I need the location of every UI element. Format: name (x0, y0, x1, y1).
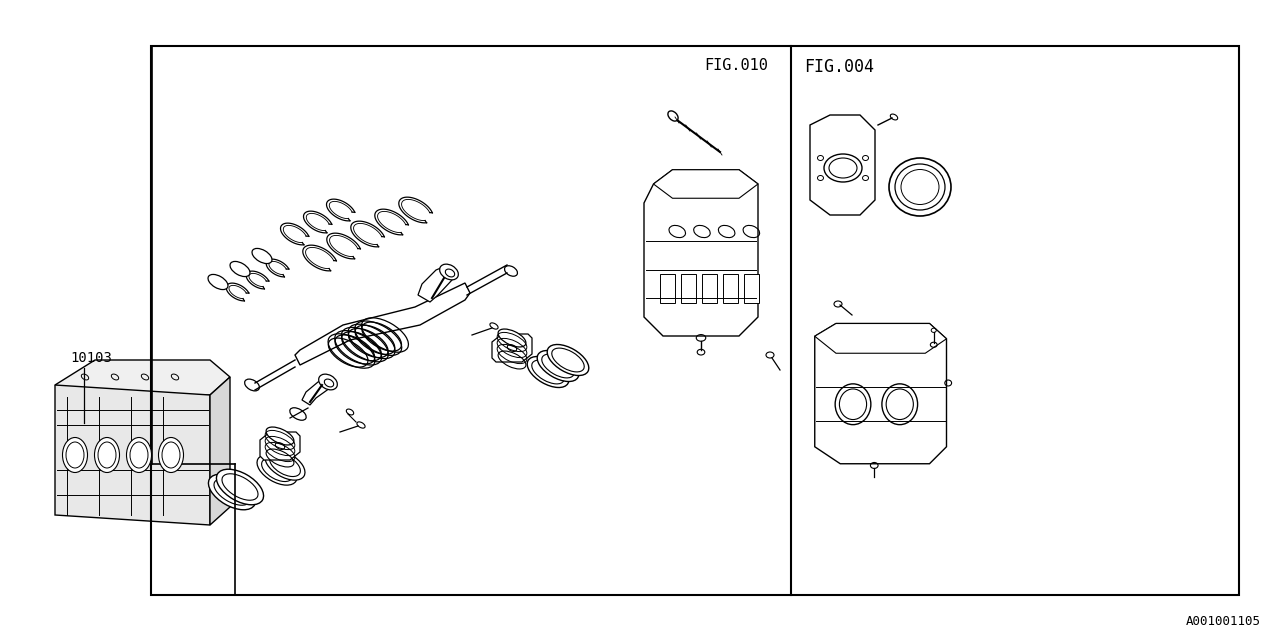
Text: FIG.010: FIG.010 (704, 58, 768, 72)
Ellipse shape (265, 450, 305, 480)
Polygon shape (55, 360, 230, 395)
Ellipse shape (163, 442, 180, 468)
Ellipse shape (216, 469, 264, 505)
Ellipse shape (445, 269, 454, 277)
Ellipse shape (439, 264, 458, 280)
Ellipse shape (270, 454, 301, 477)
Polygon shape (419, 265, 452, 302)
Ellipse shape (99, 442, 116, 468)
Ellipse shape (319, 374, 338, 390)
Ellipse shape (882, 384, 918, 425)
Ellipse shape (127, 438, 151, 472)
Ellipse shape (209, 275, 228, 289)
Ellipse shape (289, 408, 306, 420)
Ellipse shape (324, 379, 334, 387)
Polygon shape (260, 432, 300, 460)
Polygon shape (810, 115, 876, 215)
Ellipse shape (67, 442, 84, 468)
Polygon shape (723, 275, 739, 303)
Ellipse shape (824, 154, 861, 182)
Polygon shape (681, 275, 696, 303)
Polygon shape (815, 323, 946, 464)
Ellipse shape (209, 474, 256, 510)
Ellipse shape (95, 438, 119, 472)
Polygon shape (660, 275, 676, 303)
Polygon shape (302, 378, 330, 405)
Ellipse shape (531, 360, 564, 384)
Ellipse shape (552, 348, 584, 372)
Text: FIG.004: FIG.004 (804, 58, 874, 76)
Ellipse shape (214, 479, 250, 505)
Polygon shape (744, 275, 759, 303)
Ellipse shape (63, 438, 87, 472)
Ellipse shape (498, 329, 526, 347)
Polygon shape (701, 275, 717, 303)
Ellipse shape (668, 111, 678, 121)
Polygon shape (815, 323, 946, 353)
Ellipse shape (261, 458, 292, 481)
Ellipse shape (890, 158, 951, 216)
Ellipse shape (221, 474, 259, 500)
Ellipse shape (527, 356, 568, 387)
Ellipse shape (159, 438, 183, 472)
Bar (151, 46, 1239, 595)
Ellipse shape (131, 442, 148, 468)
Ellipse shape (266, 427, 294, 445)
Polygon shape (654, 170, 758, 198)
Ellipse shape (538, 351, 579, 381)
Polygon shape (492, 334, 532, 362)
Ellipse shape (257, 455, 297, 485)
Ellipse shape (835, 384, 870, 425)
Ellipse shape (252, 248, 271, 264)
Text: A001001105: A001001105 (1185, 616, 1261, 628)
Polygon shape (55, 385, 210, 525)
Ellipse shape (547, 344, 589, 376)
Polygon shape (210, 377, 230, 525)
Polygon shape (644, 170, 758, 336)
Ellipse shape (230, 261, 250, 276)
Text: 10103: 10103 (70, 351, 113, 365)
Ellipse shape (541, 354, 575, 378)
